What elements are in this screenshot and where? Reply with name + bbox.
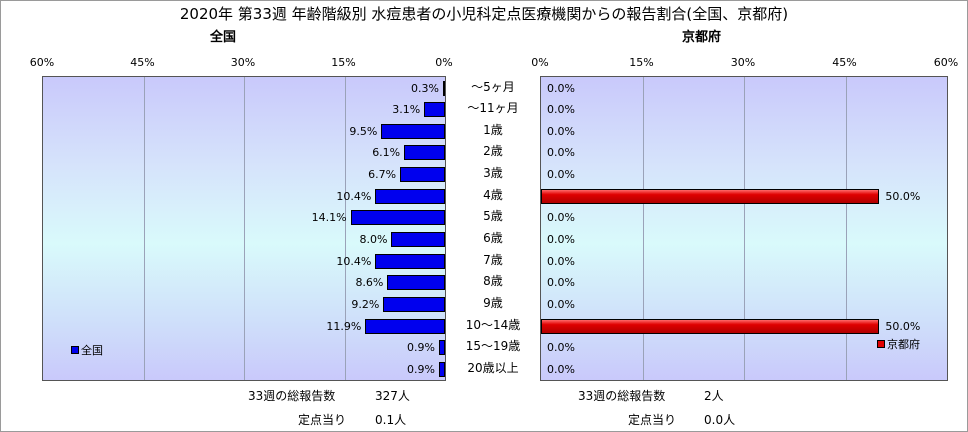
kyoto-value-label: 0.0% [547, 362, 575, 376]
kyoto-total-label: 33週の総報告数 [578, 389, 666, 403]
national-value-label: 9.5% [349, 124, 378, 138]
age-category-label: 8歳 [483, 274, 503, 289]
kyoto-gridline [642, 77, 644, 380]
age-category-label: 9歳 [483, 295, 503, 310]
national-legend: 全国 [71, 342, 103, 358]
national-value-label: 11.9% [326, 319, 362, 333]
national-tick-label: 30% [230, 56, 256, 69]
kyoto-value-label: 0.0% [547, 254, 575, 268]
age-category-label: 20歳以上 [467, 360, 519, 375]
kyoto-plot-area: 0.0% 0.0% 0.0% 0.0% 0.0% 50.0% 0.0% 0.0% 0.0% 0.0… [540, 76, 948, 381]
age-category-label: 15～19歳 [465, 339, 521, 354]
national-bar [404, 145, 445, 161]
national-value-label: 9.2% [351, 297, 380, 311]
national-value-label: 10.4% [336, 189, 372, 203]
kyoto-tick-label: 15% [629, 56, 654, 69]
kyoto-legend: 京都府 [877, 336, 920, 352]
kyoto-legend-swatch [877, 340, 885, 348]
kyoto-tick-label: 30% [730, 56, 756, 69]
national-legend-swatch [71, 346, 79, 354]
kyoto-value-label: 0.0% [547, 211, 575, 225]
national-value-label: 0.3% [411, 81, 439, 95]
age-category-label: 4歳 [483, 187, 503, 202]
kyoto-value-label: 0.0% [547, 168, 575, 182]
kyoto-bar [541, 318, 880, 334]
national-value-label: 14.1% [311, 211, 347, 225]
national-bar [383, 296, 445, 312]
age-category-label: 6歳 [483, 230, 503, 245]
national-per-label: 定点当り [298, 413, 347, 427]
kyoto-value-label: 0.0% [547, 341, 575, 355]
national-plot-area: 0.3% 3.1% 9.5% 6.1% 6.7% 10.4% 14.1% 8.0% 10.4% 8… [42, 76, 446, 381]
national-value-label: 3.1% [392, 103, 421, 117]
age-category-label: ～11ヶ月 [467, 101, 519, 116]
national-bar [365, 318, 445, 334]
national-bar [387, 275, 445, 291]
kyoto-gridline [744, 77, 745, 380]
national-tick-label: 0% [435, 56, 453, 69]
kyoto-tick-label: 60% [933, 56, 959, 69]
national-value-label: 8.0% [359, 232, 388, 246]
national-tick-label: 45% [130, 56, 155, 69]
national-gridline [143, 77, 145, 380]
national-bar [391, 231, 445, 247]
kyoto-value-label: 0.0% [547, 103, 575, 117]
kyoto-value-label: 0.0% [547, 232, 575, 246]
national-bar [438, 361, 445, 377]
kyoto-value-label: 0.0% [547, 297, 575, 311]
kyoto-value-label: 0.0% [547, 81, 575, 95]
national-chart-title: 全国 [210, 30, 237, 45]
kyoto-chart-title: 京都府 [682, 30, 722, 45]
national-value-label: 6.1% [372, 146, 401, 160]
age-category-label: 10～14歳 [465, 317, 521, 332]
national-total-value: 327人 [375, 389, 410, 403]
national-bar [438, 340, 445, 356]
national-tick-label: 60% [29, 56, 55, 69]
national-value-label: 0.9% [407, 362, 435, 376]
kyoto-total-value: 2人 [704, 389, 724, 403]
national-value-label: 8.6% [355, 276, 384, 290]
national-legend-label: 全国 [81, 344, 103, 357]
national-value-label: 0.9% [407, 341, 435, 355]
national-per-value: 0.1人 [375, 413, 407, 427]
national-total-label: 33週の総報告数 [248, 389, 336, 403]
kyoto-tick-label: 45% [832, 56, 857, 69]
national-bar [424, 102, 445, 118]
national-bar [350, 210, 445, 226]
kyoto-value-label: 0.0% [547, 146, 575, 160]
kyoto-per-label: 定点当り [628, 413, 677, 427]
kyoto-legend-label: 京都府 [887, 338, 920, 351]
kyoto-tick-label: 0% [531, 56, 549, 69]
national-gridline [344, 77, 346, 380]
national-value-label: 10.4% [336, 254, 372, 268]
kyoto-bar [541, 188, 880, 204]
kyoto-value-label: 50.0% [885, 319, 921, 333]
national-bar [375, 253, 445, 269]
national-gridline [244, 77, 245, 380]
national-value-label: 6.7% [368, 168, 397, 182]
kyoto-value-label: 0.0% [547, 124, 575, 138]
age-category-label: 7歳 [483, 252, 503, 267]
age-category-label: 3歳 [483, 166, 503, 181]
kyoto-gridline [845, 77, 847, 380]
kyoto-value-label: 0.0% [547, 276, 575, 290]
age-category-label: 2歳 [483, 144, 503, 159]
national-bar [400, 167, 445, 183]
kyoto-value-label: 50.0% [885, 189, 921, 203]
national-bar [443, 80, 445, 96]
age-category-label: ～5ヶ月 [471, 79, 515, 94]
age-category-label: 5歳 [483, 209, 503, 224]
kyoto-per-value: 0.0人 [704, 413, 736, 427]
national-bar [375, 188, 445, 204]
national-bar [381, 123, 445, 139]
national-tick-label: 15% [331, 56, 356, 69]
chart-title: 2020年 第33週 年齢階級別 水痘患者の小児科定点医療機関からの報告割合(全… [179, 5, 789, 23]
age-category-label: 1歳 [483, 122, 503, 137]
